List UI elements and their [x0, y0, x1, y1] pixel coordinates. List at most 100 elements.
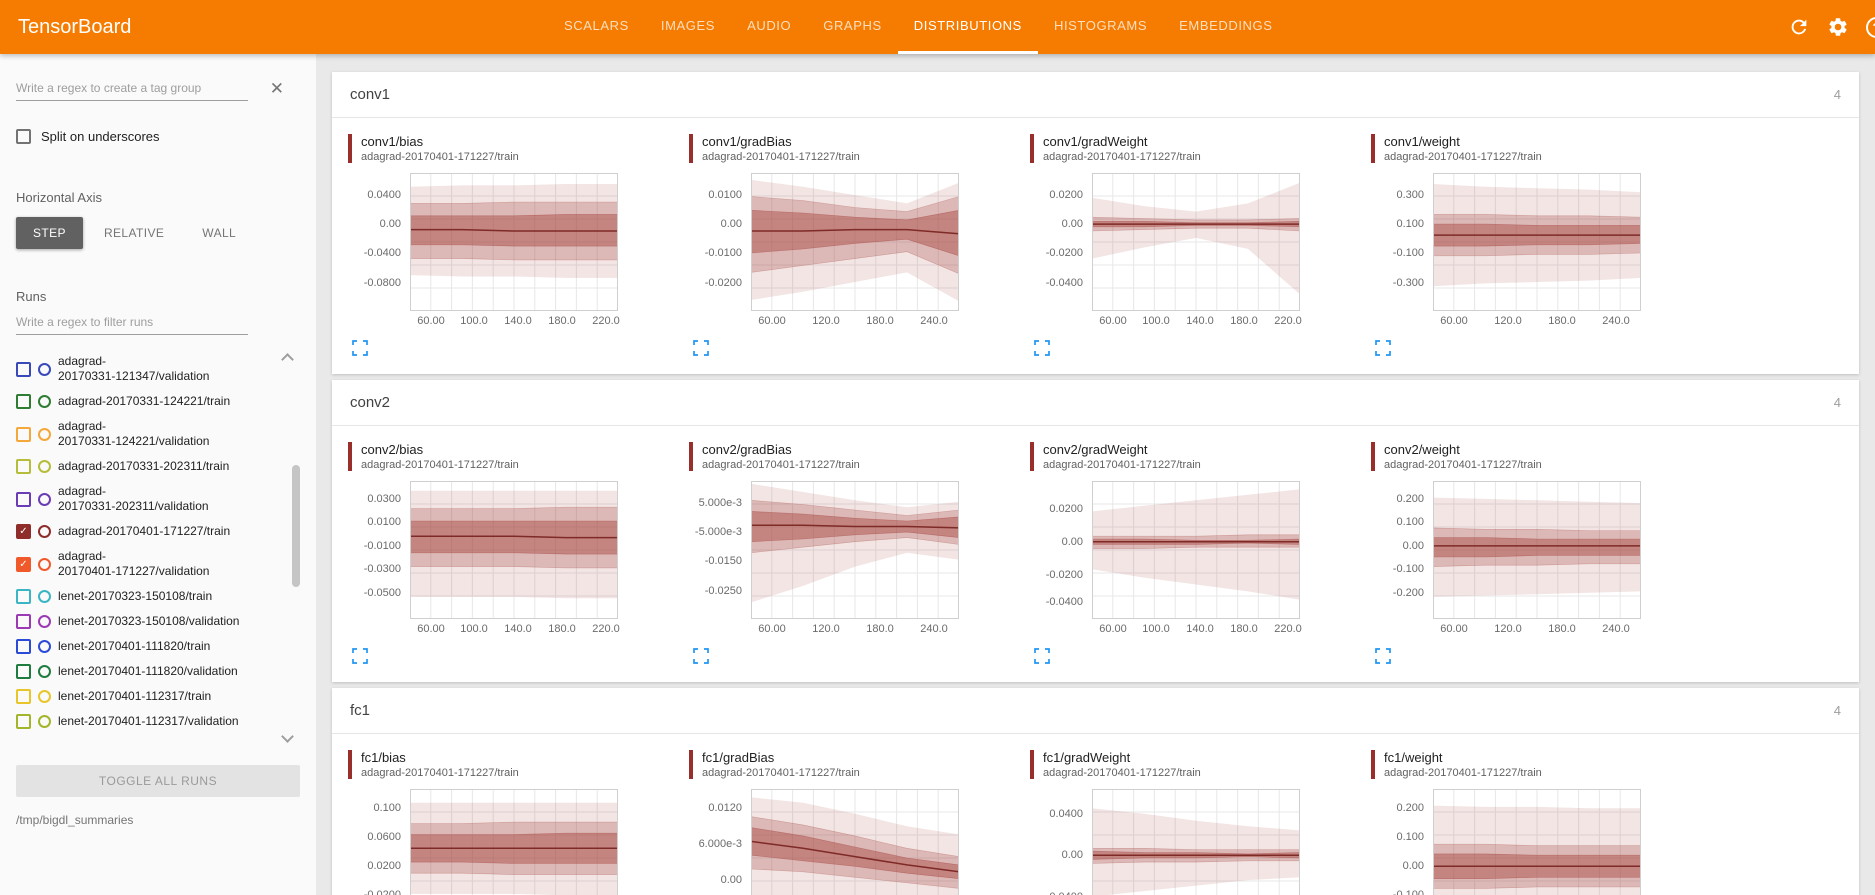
- settings-icon[interactable]: [1827, 16, 1849, 38]
- run-solo-radio[interactable]: [38, 665, 51, 678]
- y-tick-label: 0.00: [1061, 536, 1083, 548]
- run-solo-radio[interactable]: [38, 640, 51, 653]
- chart-run-name: adagrad-20170401-171227/train: [1384, 459, 1542, 471]
- run-checkbox[interactable]: [16, 491, 31, 507]
- split-underscores-checkbox[interactable]: [16, 129, 31, 144]
- y-tick-label: 0.00: [720, 218, 742, 230]
- tag-group-regex-input[interactable]: [16, 76, 248, 101]
- expand-chart-icon[interactable]: [352, 648, 368, 664]
- split-underscores-row[interactable]: Split on underscores: [16, 129, 300, 144]
- chart-title: fc1/gradWeight: [1043, 750, 1131, 765]
- chart-title: conv2/bias: [361, 442, 424, 457]
- tag-section-header[interactable]: conv2 4: [332, 380, 1859, 426]
- run-item[interactable]: adagrad- 20170331-124221/validation: [16, 414, 274, 454]
- run-checkbox[interactable]: [16, 459, 31, 474]
- chart-run-name: adagrad-20170401-171227/train: [361, 767, 519, 779]
- expand-chart-icon[interactable]: [1375, 648, 1391, 664]
- chart-run-name: adagrad-20170401-171227/train: [702, 151, 860, 163]
- distribution-plot: [410, 173, 618, 311]
- chart-title: conv2/weight: [1384, 442, 1460, 457]
- run-checkbox[interactable]: [16, 426, 31, 442]
- run-checkbox[interactable]: ✓: [16, 556, 31, 572]
- distribution-chart: fc1/weight adagrad-20170401-171227/train 0…: [1371, 750, 1712, 895]
- tab-embeddings[interactable]: EMBEDDINGS: [1179, 18, 1273, 33]
- x-tick-label: 180.0: [866, 315, 894, 327]
- y-tick-label: -0.0500: [363, 587, 401, 599]
- run-checkbox[interactable]: [16, 394, 31, 409]
- tag-section-header[interactable]: conv1 4: [332, 72, 1859, 118]
- run-solo-radio[interactable]: [38, 427, 51, 441]
- run-item[interactable]: lenet-20170323-150108/validation: [16, 609, 274, 634]
- run-item[interactable]: ✓ adagrad- 20170401-171227/validation: [16, 544, 274, 584]
- run-checkbox[interactable]: [16, 664, 31, 679]
- run-solo-radio[interactable]: [38, 460, 51, 473]
- run-item[interactable]: lenet-20170401-111820/validation: [16, 659, 274, 684]
- expand-chart-icon[interactable]: [1034, 340, 1050, 356]
- distribution-chart: conv1/gradWeight adagrad-20170401-171227/…: [1030, 134, 1371, 356]
- run-solo-radio[interactable]: [38, 525, 51, 538]
- tab-audio[interactable]: AUDIO: [747, 18, 792, 33]
- tab-histograms[interactable]: HISTOGRAMS: [1053, 18, 1148, 33]
- axis-button-relative[interactable]: RELATIVE: [87, 217, 181, 249]
- expand-chart-icon[interactable]: [1034, 648, 1050, 664]
- expand-chart-icon[interactable]: [352, 340, 368, 356]
- close-icon[interactable]: ✕: [269, 79, 284, 98]
- x-tick-label: 180.0: [1230, 623, 1258, 635]
- tab-distributions[interactable]: DISTRIBUTIONS: [897, 0, 1038, 54]
- run-solo-radio[interactable]: [38, 615, 51, 628]
- expand-chart-icon[interactable]: [693, 648, 709, 664]
- tab-scalars[interactable]: SCALARS: [564, 18, 629, 33]
- run-checkbox[interactable]: [16, 639, 31, 654]
- run-item[interactable]: adagrad- 20170331-202311/validation: [16, 479, 274, 519]
- run-item[interactable]: lenet-20170401-111820/train: [16, 634, 274, 659]
- run-item[interactable]: adagrad-20170331-202311/train: [16, 454, 274, 479]
- run-solo-radio[interactable]: [38, 715, 51, 728]
- sidebar: ✕ Split on underscores Horizontal Axis S…: [0, 54, 316, 895]
- tab-images[interactable]: IMAGES: [660, 18, 716, 33]
- y-tick-label: -0.300: [1392, 277, 1424, 289]
- scroll-down-icon[interactable]: [281, 730, 294, 743]
- run-item[interactable]: lenet-20170401-112317/train: [16, 684, 274, 709]
- header-actions: ?: [1788, 0, 1875, 54]
- run-checkbox[interactable]: ✓: [16, 524, 31, 539]
- run-checkbox[interactable]: [16, 589, 31, 604]
- distribution-plot: [1092, 481, 1300, 619]
- tag-section-header[interactable]: fc1 4: [332, 688, 1859, 734]
- expand-chart-icon[interactable]: [1375, 340, 1391, 356]
- run-item[interactable]: ✓ adagrad-20170401-171227/train: [16, 519, 274, 544]
- runs-scrollbar-thumb[interactable]: [292, 465, 300, 587]
- main-content: conv1 4 conv1/bias adagrad-20170401-171227/…: [316, 54, 1875, 895]
- tag-section-count: 4: [1833, 395, 1841, 410]
- run-solo-radio[interactable]: [38, 362, 51, 376]
- run-checkbox[interactable]: [16, 714, 31, 729]
- scroll-up-icon[interactable]: [281, 353, 294, 366]
- run-item[interactable]: lenet-20170401-112317/validation: [16, 709, 274, 734]
- refresh-icon[interactable]: [1788, 16, 1810, 38]
- run-item[interactable]: lenet-20170323-150108/train: [16, 584, 274, 609]
- run-solo-radio[interactable]: [38, 395, 51, 408]
- tab-graphs[interactable]: GRAPHS: [823, 18, 882, 33]
- axis-button-step[interactable]: STEP: [16, 217, 83, 249]
- x-tick-label: 100.0: [460, 315, 488, 327]
- run-checkbox[interactable]: [16, 361, 31, 377]
- toggle-all-runs-button[interactable]: TOGGLE ALL RUNS: [16, 765, 300, 797]
- y-tick-label: 0.0100: [708, 189, 742, 201]
- run-checkbox[interactable]: [16, 689, 31, 704]
- y-tick-label: 0.00: [1061, 849, 1083, 861]
- axis-button-wall[interactable]: WALL: [185, 217, 253, 249]
- help-icon[interactable]: ?: [1866, 16, 1875, 38]
- run-filter-input[interactable]: [16, 310, 248, 335]
- run-solo-radio[interactable]: [38, 492, 51, 506]
- run-item[interactable]: adagrad-20170331-124221/train: [16, 389, 274, 414]
- run-solo-radio[interactable]: [38, 690, 51, 703]
- expand-chart-icon[interactable]: [693, 340, 709, 356]
- y-tick-label: -0.0200: [363, 889, 401, 895]
- tag-section-conv1: conv1 4 conv1/bias adagrad-20170401-171227/…: [332, 72, 1859, 374]
- y-tick-label: 0.00: [720, 874, 742, 886]
- y-tick-label: 0.200: [1396, 802, 1424, 814]
- run-solo-radio[interactable]: [38, 590, 51, 603]
- run-item[interactable]: adagrad- 20170331-121347/validation: [16, 349, 274, 389]
- run-checkbox[interactable]: [16, 614, 31, 629]
- run-solo-radio[interactable]: [38, 557, 51, 571]
- x-tick-label: 60.00: [1440, 623, 1468, 635]
